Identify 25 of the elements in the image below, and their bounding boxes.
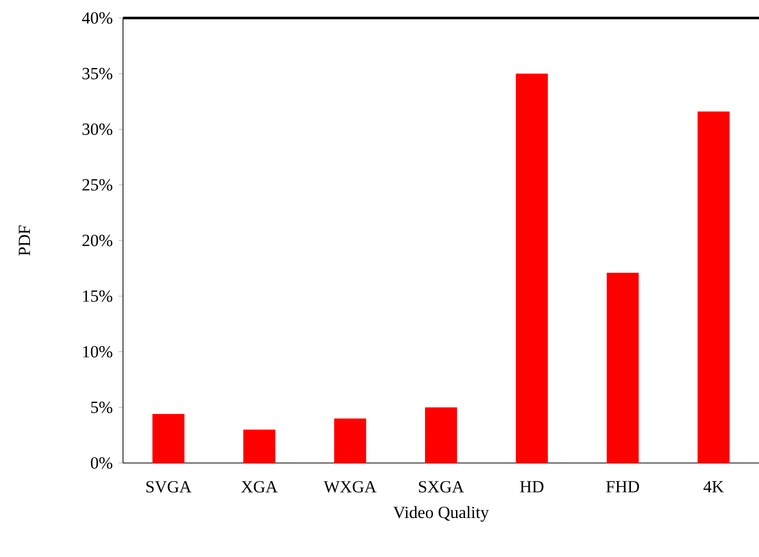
y-tick-label: 10% (83, 346, 112, 358)
y-tick-label: 30% (82, 123, 112, 136)
y-tick-label: 0% (90, 457, 112, 469)
x-axis-title: Video Quality (393, 506, 489, 522)
y-tick-label: 5% (91, 402, 112, 414)
y-tick-label: 15% (83, 290, 112, 302)
x-tick-label: WXGA (324, 481, 376, 493)
bar (425, 407, 458, 463)
x-tick-label: FHD (606, 481, 640, 492)
bar (516, 74, 548, 463)
x-tick-label: HD (520, 481, 544, 492)
bar (334, 418, 366, 463)
x-tick-label: SXGA (419, 481, 464, 493)
bar (606, 272, 639, 463)
y-tick-label: 40% (82, 12, 112, 24)
bar (152, 414, 184, 463)
bar (243, 430, 276, 463)
x-tick-label: SVGA (146, 481, 192, 493)
y-tick-label: 35% (82, 68, 112, 80)
bar (698, 111, 730, 463)
x-tick-label: XGA (241, 481, 278, 493)
x-tick-label: 4K (704, 481, 724, 492)
y-axis-title: PDF (18, 226, 30, 256)
y-tick-label: 20% (82, 234, 112, 246)
y-tick-label: 25% (82, 179, 112, 191)
